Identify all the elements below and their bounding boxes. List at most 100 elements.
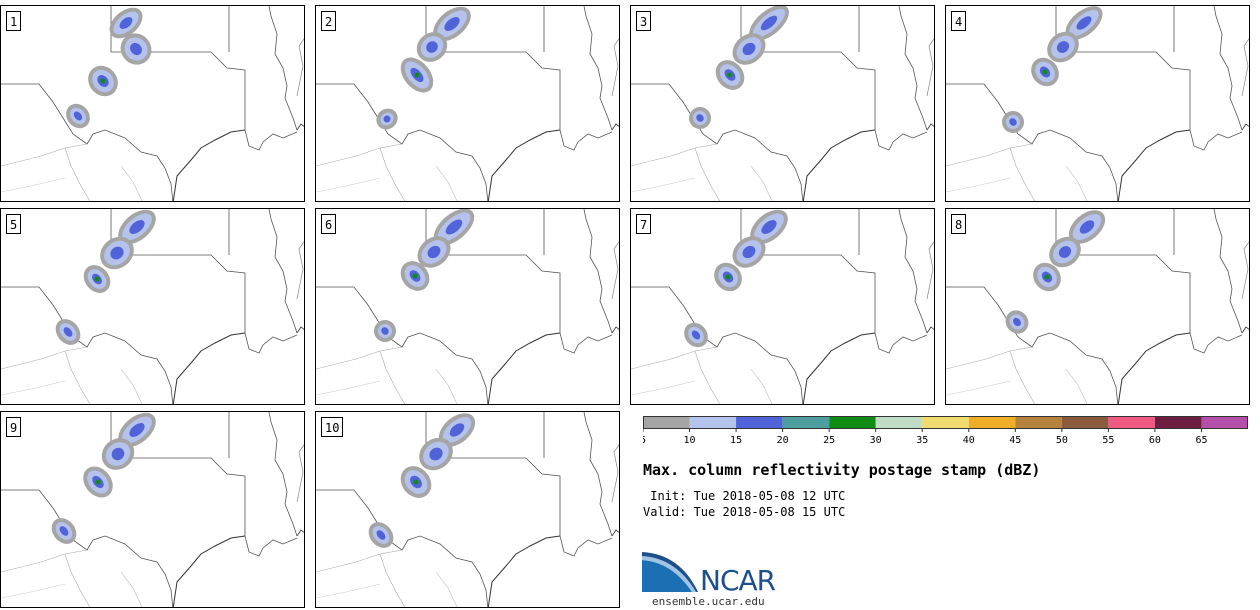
reflectivity-echo — [684, 322, 708, 348]
reflectivity-echo — [51, 518, 77, 544]
ncar-logo-text: NCAR — [700, 564, 776, 597]
member-map-4 — [946, 6, 1249, 201]
colorbar-segment — [1201, 416, 1248, 429]
chart-title: Max. column reflectivity postage stamp (… — [643, 461, 1041, 479]
reflectivity-echo — [714, 262, 742, 292]
reflectivity-echo — [1033, 262, 1061, 292]
member-panel-1: 1 — [0, 5, 305, 202]
colorbar-tick-label: 35 — [916, 435, 928, 446]
member-map-1 — [1, 6, 304, 201]
reflectivity-echo — [1031, 57, 1059, 87]
reflectivity-echo — [732, 236, 766, 268]
init-time: Init: Tue 2018-05-08 12 UTC — [643, 489, 846, 503]
member-panel-8: 8 — [945, 208, 1250, 405]
member-panel-10: 10 — [315, 411, 620, 608]
colorbar-segment — [1154, 416, 1202, 429]
reflectivity-echo — [88, 65, 118, 97]
colorbar-segment — [736, 416, 783, 429]
colorbar-tick-label: 25 — [823, 435, 835, 446]
colorbar-tick-label: 50 — [1056, 435, 1068, 446]
colorbar-tick-label: 65 — [1195, 435, 1207, 446]
website-url: ensemble.ucar.edu — [652, 595, 765, 608]
reflectivity-echo — [109, 7, 143, 39]
colorbar-frame — [643, 416, 1248, 429]
colorbar-segment — [922, 416, 969, 429]
colorbar-segment — [643, 416, 690, 429]
reflectivity-echo — [689, 107, 711, 129]
reflectivity-echo — [416, 32, 448, 62]
member-panel-9: 9 — [0, 411, 305, 608]
reflectivity-echo — [715, 60, 745, 90]
reflectivity-echo — [376, 108, 398, 130]
member-map-3 — [631, 6, 934, 201]
reflectivity-echo — [83, 265, 111, 293]
reflectivity-echo — [400, 466, 432, 498]
reflectivity-echo — [1068, 210, 1106, 244]
colorbar-segment — [689, 416, 737, 429]
member-number-label: 3 — [636, 11, 652, 31]
reflectivity-echo — [120, 33, 152, 65]
member-map-8 — [946, 209, 1249, 404]
member-number-label: 7 — [636, 214, 652, 234]
colorbar-tick-label: 15 — [730, 435, 742, 446]
colorbar-segment — [1061, 416, 1109, 429]
colorbar-tick-label: 45 — [1009, 435, 1021, 446]
member-map-10 — [316, 412, 619, 607]
member-number-label: 1 — [6, 11, 22, 31]
colorbar-segment — [968, 416, 1016, 429]
reflectivity-echo — [100, 236, 134, 270]
member-number-label: 10 — [321, 417, 344, 437]
reflectivity-echo — [1049, 236, 1081, 268]
member-map-2 — [316, 6, 619, 201]
reflectivity-echo — [368, 522, 394, 548]
reflectivity-colorbar: 5 10 15 20 25 30 35 40 45 50 55 60 65 — [643, 416, 1248, 446]
member-number-label: 2 — [321, 11, 337, 31]
colorbar-segment — [1015, 416, 1062, 429]
member-number-label: 8 — [951, 214, 967, 234]
valid-time: Valid: Tue 2018-05-08 15 UTC — [643, 505, 846, 519]
reflectivity-echo — [417, 236, 451, 268]
ncar-logo-icon — [642, 552, 698, 592]
reflectivity-echo — [419, 437, 453, 471]
reflectivity-echo — [118, 209, 156, 245]
member-panel-5: 5 — [0, 208, 305, 405]
reflectivity-echo — [66, 103, 90, 129]
colorbar-tick-label: 40 — [963, 435, 975, 446]
colorbar-segment — [782, 416, 830, 429]
colorbar-segment — [875, 416, 923, 429]
colorbar-tick-label: 30 — [870, 435, 882, 446]
member-panel-3: 3 — [630, 5, 935, 202]
reflectivity-echo — [433, 209, 475, 246]
reflectivity-echo — [1065, 6, 1103, 40]
member-panel-6: 6 — [315, 208, 620, 405]
reflectivity-echo — [374, 320, 396, 342]
reflectivity-echo — [118, 412, 156, 448]
member-panel-7: 7 — [630, 208, 935, 405]
reflectivity-echo — [750, 209, 788, 245]
member-map-5 — [1, 209, 304, 404]
member-panel-4: 4 — [945, 5, 1250, 202]
member-panel-2: 2 — [315, 5, 620, 202]
reflectivity-echo — [1005, 310, 1029, 334]
colorbar-tick-label: 60 — [1149, 435, 1161, 446]
reflectivity-echo — [83, 466, 113, 498]
colorbar-tick-label: 20 — [777, 435, 789, 446]
member-number-label: 6 — [321, 214, 337, 234]
colorbar-tick-label: 55 — [1102, 435, 1114, 446]
reflectivity-echo — [55, 319, 81, 345]
colorbar-tick-label: 10 — [684, 435, 696, 446]
reflectivity-echo — [400, 57, 434, 93]
member-map-7 — [631, 209, 934, 404]
reflectivity-echo — [1047, 31, 1079, 63]
member-number-label: 4 — [951, 11, 967, 31]
reflectivity-echo — [101, 438, 135, 470]
reflectivity-echo — [400, 261, 430, 291]
member-number-label: 5 — [6, 214, 22, 234]
colorbar-segment — [1108, 416, 1155, 429]
reflectivity-echo — [1002, 111, 1024, 133]
colorbar-tick-label: 5 — [643, 435, 646, 446]
member-map-6 — [316, 209, 619, 404]
reflectivity-echo — [732, 33, 766, 65]
member-map-9 — [1, 412, 304, 607]
colorbar-segment — [829, 416, 876, 429]
